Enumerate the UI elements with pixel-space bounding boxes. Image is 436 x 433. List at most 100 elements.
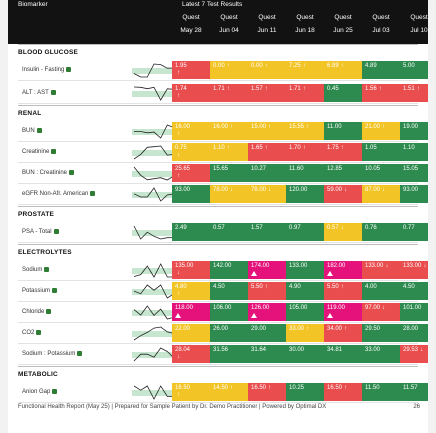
result-cell[interactable]: 133.00: [286, 261, 324, 279]
result-cell[interactable]: 26.00: [210, 324, 248, 342]
result-cell[interactable]: 118.00: [172, 303, 210, 321]
result-cell[interactable]: 29.53 ↓: [400, 345, 428, 363]
result-cell[interactable]: 1.71 ↑: [286, 84, 324, 102]
result-cell[interactable]: 4.80 ↑: [172, 282, 210, 300]
biomarker-label[interactable]: Potassium: [22, 288, 58, 294]
result-cell[interactable]: 126.00: [248, 303, 286, 321]
result-cell[interactable]: 0.77: [400, 223, 428, 241]
result-cell[interactable]: 34.81: [324, 345, 362, 363]
result-cell[interactable]: 34.00 ↑: [324, 324, 362, 342]
result-cell[interactable]: 7.25 ↑: [286, 61, 324, 79]
result-cell[interactable]: 4.89: [362, 61, 400, 79]
result-cell[interactable]: 28.00: [400, 324, 428, 342]
result-cell[interactable]: 133.00 ↓: [362, 261, 400, 279]
info-icon[interactable]: [66, 67, 72, 72]
result-cell[interactable]: 4.50: [210, 282, 248, 300]
result-cell[interactable]: 1.57: [248, 223, 286, 241]
biomarker-label[interactable]: Sodium: [22, 267, 50, 273]
result-cell[interactable]: 19.00: [400, 122, 428, 140]
result-cell[interactable]: 14.50 ↑: [210, 383, 248, 401]
result-cell[interactable]: 174.00: [248, 261, 286, 279]
result-cell[interactable]: 101.00: [400, 303, 428, 321]
result-cell[interactable]: 2.49: [172, 223, 210, 241]
result-cell[interactable]: 15.55 ↑: [286, 122, 324, 140]
result-cell[interactable]: 105.00: [286, 303, 324, 321]
result-cell[interactable]: 0.57 ↓: [324, 223, 362, 241]
result-cell[interactable]: 106.00: [210, 303, 248, 321]
result-cell[interactable]: 31.64: [248, 345, 286, 363]
result-cell[interactable]: 29.00: [248, 324, 286, 342]
result-cell[interactable]: 11.00: [324, 122, 362, 140]
result-cell[interactable]: 87.00 ↓: [362, 185, 400, 203]
result-cell[interactable]: 30.00: [286, 345, 324, 363]
result-cell[interactable]: 12.85: [324, 164, 362, 182]
result-cell[interactable]: 5.00: [400, 61, 428, 79]
result-cell[interactable]: 1.70 ↑: [286, 143, 324, 161]
result-cell[interactable]: 1.95 ↑: [172, 61, 210, 79]
biomarker-label[interactable]: ALT : AST: [22, 90, 56, 96]
result-cell[interactable]: 1.57 ↑: [248, 84, 286, 102]
info-icon[interactable]: [36, 128, 42, 133]
result-cell[interactable]: 0.75 ↓: [172, 143, 210, 161]
result-cell[interactable]: 0.00 ↑: [248, 61, 286, 79]
result-cell[interactable]: 78.00 ↓: [248, 185, 286, 203]
result-cell[interactable]: 135.00 ↓: [172, 261, 210, 279]
result-cell[interactable]: 10.27: [248, 164, 286, 182]
result-cell[interactable]: 0.00 ↑: [210, 61, 248, 79]
result-cell[interactable]: 11.57: [400, 383, 428, 401]
biomarker-label[interactable]: Insulin - Fasting: [22, 67, 72, 73]
result-cell[interactable]: 0.97: [286, 223, 324, 241]
result-cell[interactable]: 33.00 ↑: [286, 324, 324, 342]
info-icon[interactable]: [77, 351, 83, 356]
result-cell[interactable]: 6.89 ↑: [324, 61, 362, 79]
biomarker-label[interactable]: CO2: [22, 330, 42, 336]
result-cell[interactable]: 11.60: [286, 164, 324, 182]
result-cell[interactable]: 10.05: [362, 164, 400, 182]
result-cell[interactable]: 1.05: [362, 143, 400, 161]
biomarker-label[interactable]: eGFR Non-Afr. American: [22, 191, 96, 197]
result-cell[interactable]: 133.00 ↓: [400, 261, 428, 279]
result-cell[interactable]: 5.50 ↑: [324, 282, 362, 300]
result-cell[interactable]: 25.65 ↑: [172, 164, 210, 182]
result-cell[interactable]: 16.50 ↑: [324, 383, 362, 401]
biomarker-label[interactable]: BUN: [22, 128, 42, 134]
biomarker-label[interactable]: Chloride: [22, 309, 52, 315]
info-icon[interactable]: [90, 191, 96, 196]
result-cell[interactable]: 15.00 ↑: [248, 122, 286, 140]
info-icon[interactable]: [46, 309, 52, 314]
result-cell[interactable]: 11.50: [362, 383, 400, 401]
result-cell[interactable]: 119.00: [324, 303, 362, 321]
result-cell[interactable]: 16.00 ↑: [210, 122, 248, 140]
result-cell[interactable]: 4.00: [362, 282, 400, 300]
biomarker-label[interactable]: Anion Gap: [22, 389, 58, 395]
result-cell[interactable]: 10.25: [286, 383, 324, 401]
result-cell[interactable]: 1.10: [400, 143, 428, 161]
result-cell[interactable]: 78.00 ↓: [210, 185, 248, 203]
result-cell[interactable]: 182.00: [324, 261, 362, 279]
result-cell[interactable]: 4.90: [286, 282, 324, 300]
info-icon[interactable]: [52, 389, 58, 394]
biomarker-label[interactable]: BUN : Creatinine: [22, 170, 75, 176]
info-icon[interactable]: [53, 229, 59, 234]
result-cell[interactable]: 93.00: [172, 185, 210, 203]
result-cell[interactable]: 0.76: [362, 223, 400, 241]
result-cell[interactable]: 1.56 ↑: [362, 84, 400, 102]
result-cell[interactable]: 1.10 ↑: [210, 143, 248, 161]
result-cell[interactable]: 97.00 ↓: [362, 303, 400, 321]
result-cell[interactable]: 22.00: [172, 324, 210, 342]
result-cell[interactable]: 4.50: [400, 282, 428, 300]
biomarker-label[interactable]: Creatinine: [22, 149, 57, 155]
result-cell[interactable]: 1.75 ↑: [324, 143, 362, 161]
info-icon[interactable]: [52, 288, 58, 293]
result-cell[interactable]: 16.50 ↑: [248, 383, 286, 401]
result-cell[interactable]: 15.65: [210, 164, 248, 182]
result-cell[interactable]: 16.50 ↑: [172, 383, 210, 401]
result-cell[interactable]: 33.00: [362, 345, 400, 363]
result-cell[interactable]: 16.00 ↑: [172, 122, 210, 140]
result-cell[interactable]: 0.57: [210, 223, 248, 241]
info-icon[interactable]: [44, 267, 50, 272]
result-cell[interactable]: 59.00 ↓: [324, 185, 362, 203]
result-cell[interactable]: 28.04 ↓: [172, 345, 210, 363]
info-icon[interactable]: [36, 330, 42, 335]
biomarker-label[interactable]: PSA - Total: [22, 229, 59, 235]
